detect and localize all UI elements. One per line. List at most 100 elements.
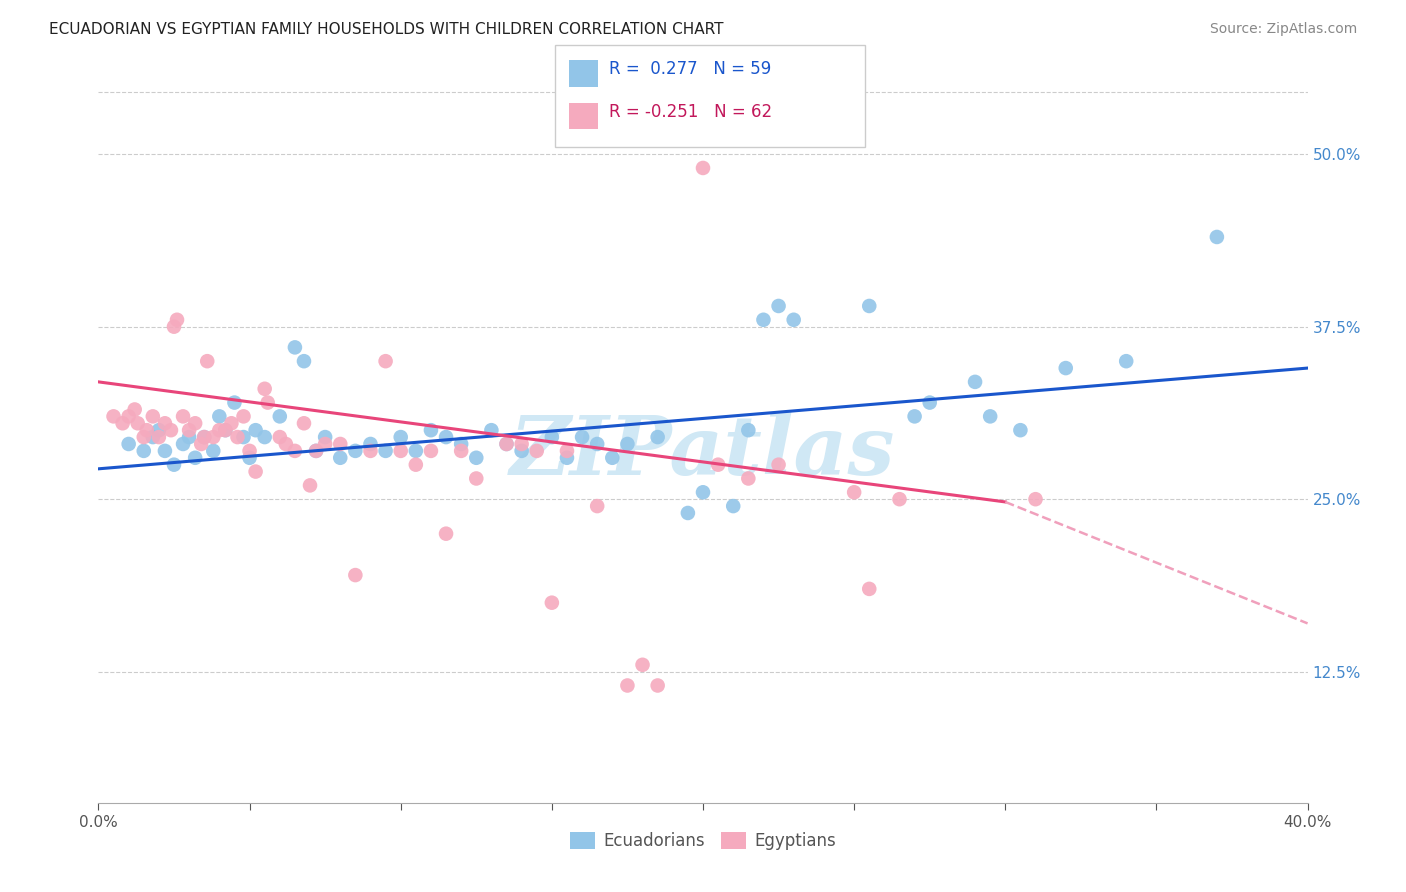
Point [465,471,488,485]
Point [245,423,267,437]
Point [226,430,249,444]
Point [723,499,745,513]
Point [292,417,315,431]
Point [160,423,183,437]
Point [329,450,352,465]
Point [172,437,194,451]
Point [495,437,517,451]
Point [314,430,336,444]
Point [495,437,517,451]
Point [858,582,880,596]
Point [239,450,262,465]
Point [299,478,322,492]
Point [284,443,307,458]
Point [586,499,609,513]
Point [132,430,155,444]
Point [344,568,367,582]
Point [202,443,225,458]
Point [768,299,790,313]
Point [434,526,457,541]
Point [314,437,336,451]
Point [676,506,699,520]
Point [193,430,215,444]
Text: R =  0.277   N = 59: R = 0.277 N = 59 [609,60,770,78]
Point [481,423,503,437]
Point [889,492,911,507]
Point [305,443,328,458]
Point [420,443,443,458]
Point [1115,354,1137,368]
Point [153,417,176,431]
Point [274,437,297,451]
Point [111,417,134,431]
Text: R = -0.251   N = 62: R = -0.251 N = 62 [609,103,772,120]
Point [221,417,243,431]
Point [284,340,307,354]
Point [450,437,472,451]
Point [586,437,609,451]
Point [1010,423,1032,437]
Point [148,430,170,444]
Point [844,485,866,500]
Point [124,402,146,417]
Point [405,458,427,472]
Point [965,375,987,389]
Point [737,423,759,437]
Point [555,450,578,465]
Point [1206,230,1229,244]
Point [405,443,427,458]
Point [1054,361,1077,376]
Point [631,657,654,672]
Point [269,430,291,444]
Point [434,430,457,444]
Point [208,409,231,424]
Point [979,409,1001,424]
Point [269,409,291,424]
Point [918,395,941,409]
Point [540,596,562,610]
Point [510,443,533,458]
Point [253,430,276,444]
Text: ZIPatlas: ZIPatlas [510,412,896,491]
Point [239,443,262,458]
Point [360,443,382,458]
Point [571,430,593,444]
Point [103,409,125,424]
Point [737,471,759,485]
Point [118,437,141,451]
Point [768,458,790,472]
Point [224,395,246,409]
Point [420,423,443,437]
Point [184,450,207,465]
Point [616,437,638,451]
Point [184,417,207,431]
Text: Source: ZipAtlas.com: Source: ZipAtlas.com [1209,22,1357,37]
Point [692,161,714,175]
Legend: Ecuadorians, Egyptians: Ecuadorians, Egyptians [562,825,844,856]
Point [526,443,548,458]
Point [904,409,927,424]
Point [163,458,186,472]
Point [374,354,396,368]
Point [450,443,472,458]
Point [166,312,188,326]
Point [510,437,533,451]
Point [374,443,396,458]
Point [540,430,562,444]
Point [195,354,218,368]
Point [142,409,165,424]
Point [292,354,315,368]
Point [329,437,352,451]
Point [148,423,170,437]
Point [132,443,155,458]
Point [389,430,412,444]
Point [179,423,201,437]
Point [692,485,714,500]
Point [752,312,775,326]
Point [245,465,267,479]
Point [253,382,276,396]
Point [142,430,165,444]
Point [1024,492,1046,507]
Point [707,458,730,472]
Text: ECUADORIAN VS EGYPTIAN FAMILY HOUSEHOLDS WITH CHILDREN CORRELATION CHART: ECUADORIAN VS EGYPTIAN FAMILY HOUSEHOLDS… [49,22,724,37]
